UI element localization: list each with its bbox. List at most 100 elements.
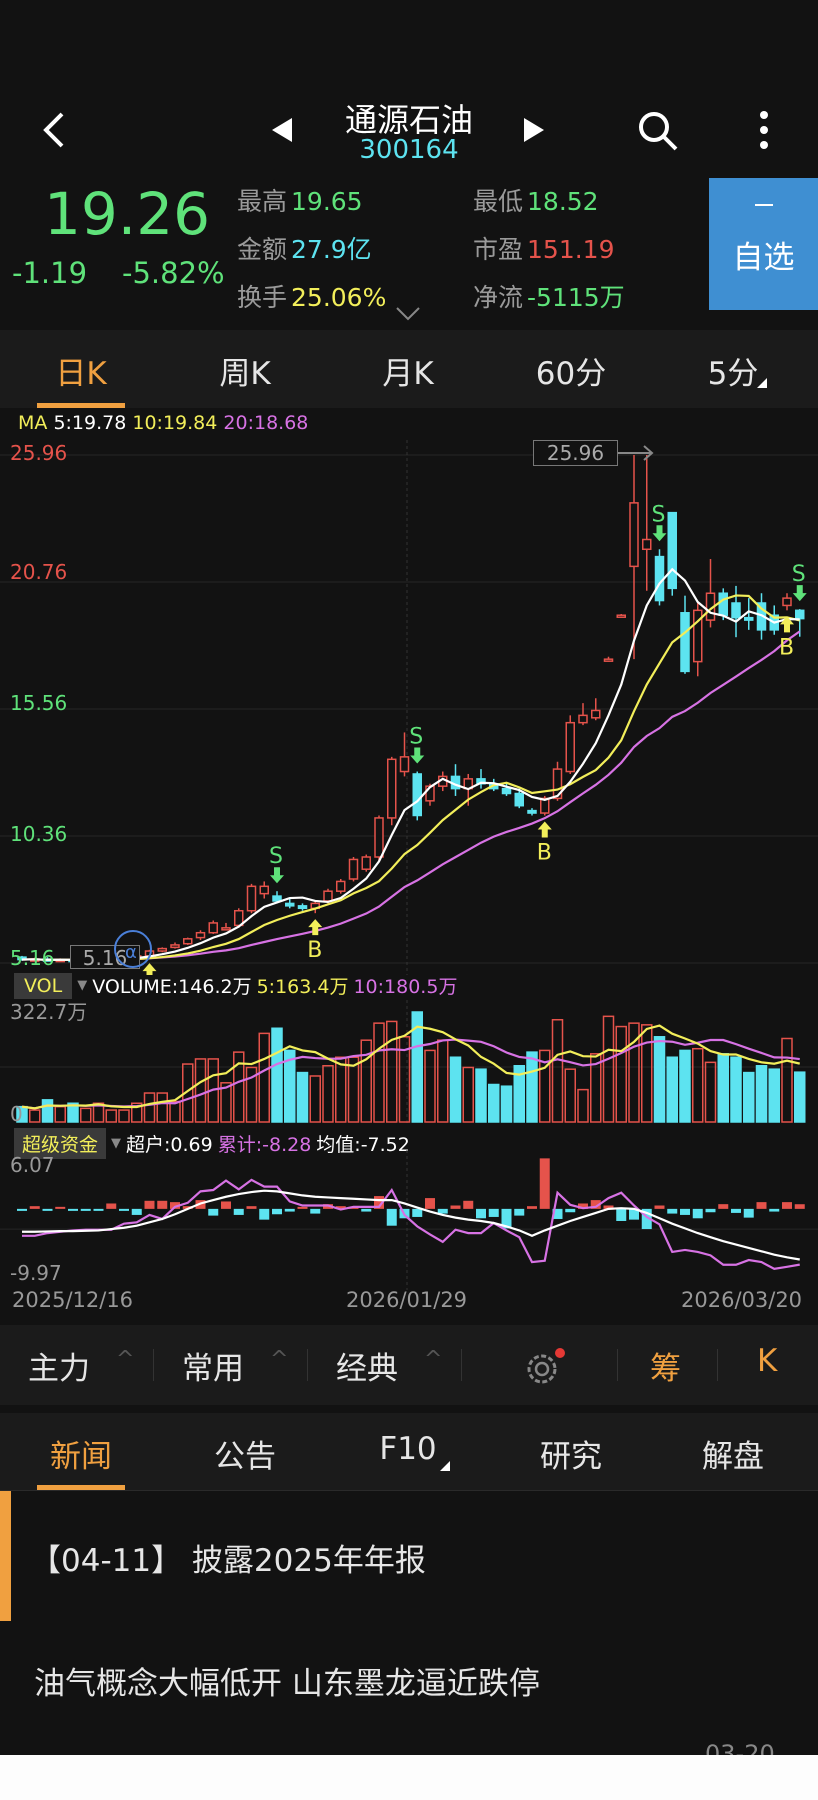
ptabs-0[interactable]: 日K [55,356,107,392]
volume-bar [692,1047,704,1123]
stat-value: 151.19 [527,235,615,264]
alpha-circle-icon[interactable]: α [112,928,154,970]
candle-body [565,721,575,773]
caret-up-icon[interactable]: ^ [424,1347,443,1372]
fund-bar [692,1208,703,1219]
back-arrow-icon[interactable] [38,110,68,150]
candlestick-chart[interactable]: BSBSBSBS [0,440,818,975]
fund-bar [794,1204,805,1209]
fund-bar [654,1205,665,1209]
ptabs-3[interactable]: 60分 [535,356,607,392]
candle-body [361,856,371,870]
candle-body [170,944,180,949]
kline-button[interactable]: K [757,1343,778,1379]
ntabs-2[interactable]: F10 [379,1431,437,1467]
caret-up-icon[interactable]: ^ [116,1347,135,1372]
candle-body [272,895,282,902]
ptabs-1[interactable]: 周K [219,356,271,392]
candle-body [246,885,257,912]
news-tabs: 新闻 公告 F10 研究 解盘 [0,1413,818,1491]
stock-code: 300164 [359,135,459,165]
dropdown-corner-icon [440,1461,450,1471]
search-icon[interactable] [636,109,680,153]
fund-bar [361,1208,372,1212]
volume-bar [118,1109,130,1123]
volume-bar [551,1018,564,1123]
super-fund-chart[interactable] [0,1150,818,1290]
volume-bar [309,1075,321,1123]
fund-bar [629,1208,639,1220]
ntabs-4[interactable]: 解盘 [702,1439,764,1475]
next-stock-icon[interactable] [520,115,548,145]
fund-bar [386,1208,397,1226]
candle-body [603,658,614,662]
fund-bar [565,1208,576,1213]
volume-bar [437,1039,449,1123]
fund-max-label: 6.07 [10,1153,55,1177]
volume-bar [335,1056,347,1123]
fund-legend: 超级资金 ▼ 超户:0.69 累计:-8.28 均值:-7.52 [14,1128,410,1159]
volume-bar [360,1039,372,1123]
stat-label: 换手 [237,283,288,312]
volume-chart[interactable] [0,1000,818,1125]
divider [307,1349,308,1381]
fund-bar [259,1208,270,1220]
volume-bar [80,1107,92,1123]
price-axis-label: 5.16 [10,946,55,970]
fund-bar [769,1208,780,1212]
candle-body [654,555,665,602]
candle-body [527,809,537,814]
ntabs-0[interactable]: 新闻 [50,1439,112,1475]
watchlist-label: 自选 [732,240,795,276]
minus-icon [754,204,773,206]
fund-bar [756,1202,767,1209]
candle-body [629,502,639,568]
toolbar-1[interactable]: 常用 [182,1351,244,1387]
watchlist-button[interactable]: 自选 [709,178,818,310]
candle-body [259,885,269,895]
leiji-line [22,1178,800,1270]
expand-chevron-icon[interactable] [395,306,421,322]
ntabs-1[interactable]: 公告 [214,1439,276,1475]
vol-indicator-tag[interactable]: VOL [14,972,73,999]
volume-bar [653,1036,666,1123]
candle-body [514,792,524,807]
fund-bar [616,1208,627,1221]
junzhi-line [22,1189,800,1261]
news-item[interactable]: 【04-11】 披露2025年年报 [0,1491,818,1621]
volume-bar [411,1011,423,1123]
chip-distribution-button[interactable]: 筹 [650,1351,681,1387]
fund-bar [284,1208,295,1212]
settings-gear-icon[interactable] [520,1345,570,1389]
more-icon[interactable] [756,109,772,153]
indicator-dropdown-icon[interactable]: ▼ [111,1136,122,1151]
ntabs-3[interactable]: 研究 [540,1439,602,1475]
buy-arrow-icon [780,616,794,633]
volume-bar [233,1051,245,1123]
highlight-bar [0,1491,11,1621]
fund-bar [93,1208,104,1211]
buy-signal-label: B [307,938,322,963]
fund-bar [42,1208,53,1211]
toolbar-2[interactable]: 经典 [336,1351,398,1387]
caret-up-icon[interactable]: ^ [270,1347,289,1372]
news-item[interactable]: 油气概念大幅低开 山东墨龙逼近跌停 03-20 [0,1640,818,1755]
ptabs-2[interactable]: 月K [382,356,434,392]
fund-indicator-tag[interactable]: 超级资金 [14,1128,107,1159]
volume-bar [16,1105,28,1123]
volume-bar [449,1056,462,1123]
ptabs-4[interactable]: 5分 [707,356,759,392]
fund-bar [450,1205,461,1209]
volume-bar [717,1053,729,1123]
period-tabs: 日K 周K 月K 60分 5分 [0,330,818,408]
fund-bar [680,1208,690,1215]
toolbar-0[interactable]: 主力 [28,1351,90,1387]
indicator-dropdown-icon[interactable]: ▼ [77,978,88,993]
vol-legend: VOL ▼ VOLUME:146.2万 5:163.4万 10:180.5万 [14,972,457,999]
price-axis-label: 10.36 [10,822,68,846]
fund-bar [170,1202,180,1209]
prev-stock-icon[interactable] [268,115,296,145]
candle-body [221,927,231,931]
sell-signal-label: S [652,502,666,527]
stat-label: 市盈 [473,235,524,264]
